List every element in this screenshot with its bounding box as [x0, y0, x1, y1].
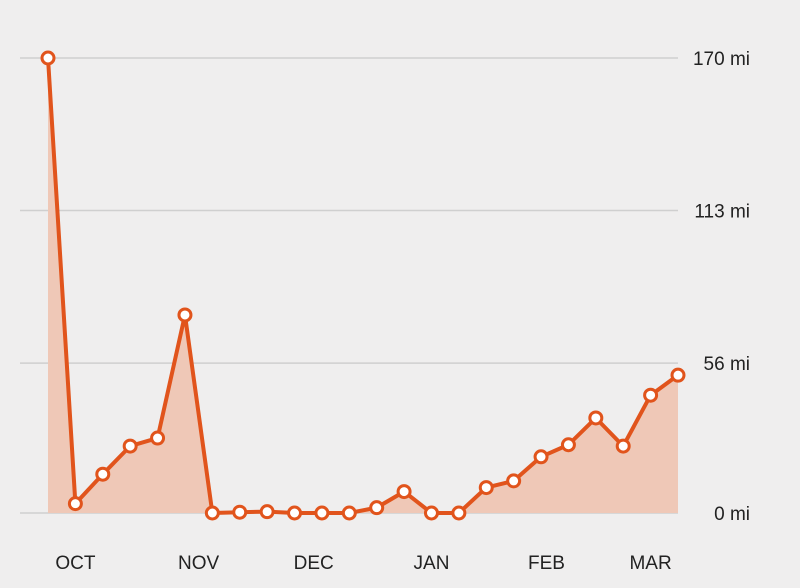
data-point-19[interactable]: [560, 437, 576, 453]
x-tick-label-4: FEB: [528, 553, 565, 574]
data-point-8[interactable]: [259, 504, 275, 520]
x-tick-label-5: MAR: [629, 553, 671, 574]
data-point-22[interactable]: [643, 387, 659, 403]
data-points: [40, 50, 686, 521]
data-point-11[interactable]: [341, 505, 357, 521]
area-layer: [48, 58, 678, 513]
series-area: [48, 58, 678, 513]
y-axis-ticks: 0 mi 56 mi 113 mi 170 mi: [693, 49, 750, 525]
data-point-4[interactable]: [150, 430, 166, 446]
data-point-18[interactable]: [533, 449, 549, 465]
data-point-1[interactable]: [67, 496, 83, 512]
data-point-14[interactable]: [423, 505, 439, 521]
data-point-13[interactable]: [396, 484, 412, 500]
y-tick-label-2: 113 mi: [694, 202, 750, 223]
data-point-17[interactable]: [506, 473, 522, 489]
y-tick-label-1: 56 mi: [704, 354, 750, 375]
y-tick-label-3: 170 mi: [693, 49, 750, 70]
data-point-21[interactable]: [615, 438, 631, 454]
x-tick-label-3: JAN: [414, 553, 450, 574]
data-point-2[interactable]: [95, 466, 111, 482]
data-point-0[interactable]: [40, 50, 56, 66]
data-point-20[interactable]: [588, 410, 604, 426]
data-point-16[interactable]: [478, 480, 494, 496]
x-tick-label-1: NOV: [178, 553, 220, 574]
data-point-10[interactable]: [314, 505, 330, 521]
x-tick-label-2: DEC: [294, 553, 334, 574]
data-point-3[interactable]: [122, 438, 138, 454]
y-tick-label-0: 0 mi: [714, 504, 750, 525]
data-point-5[interactable]: [177, 307, 193, 323]
x-tick-label-0: OCT: [55, 553, 96, 574]
data-point-23[interactable]: [670, 367, 686, 383]
data-point-9[interactable]: [287, 505, 303, 521]
data-point-6[interactable]: [204, 505, 220, 521]
data-point-12[interactable]: [369, 500, 385, 516]
data-point-15[interactable]: [451, 505, 467, 521]
x-axis-ticks: OCT NOV DEC JAN FEB MAR: [55, 553, 671, 574]
data-point-7[interactable]: [232, 504, 248, 520]
